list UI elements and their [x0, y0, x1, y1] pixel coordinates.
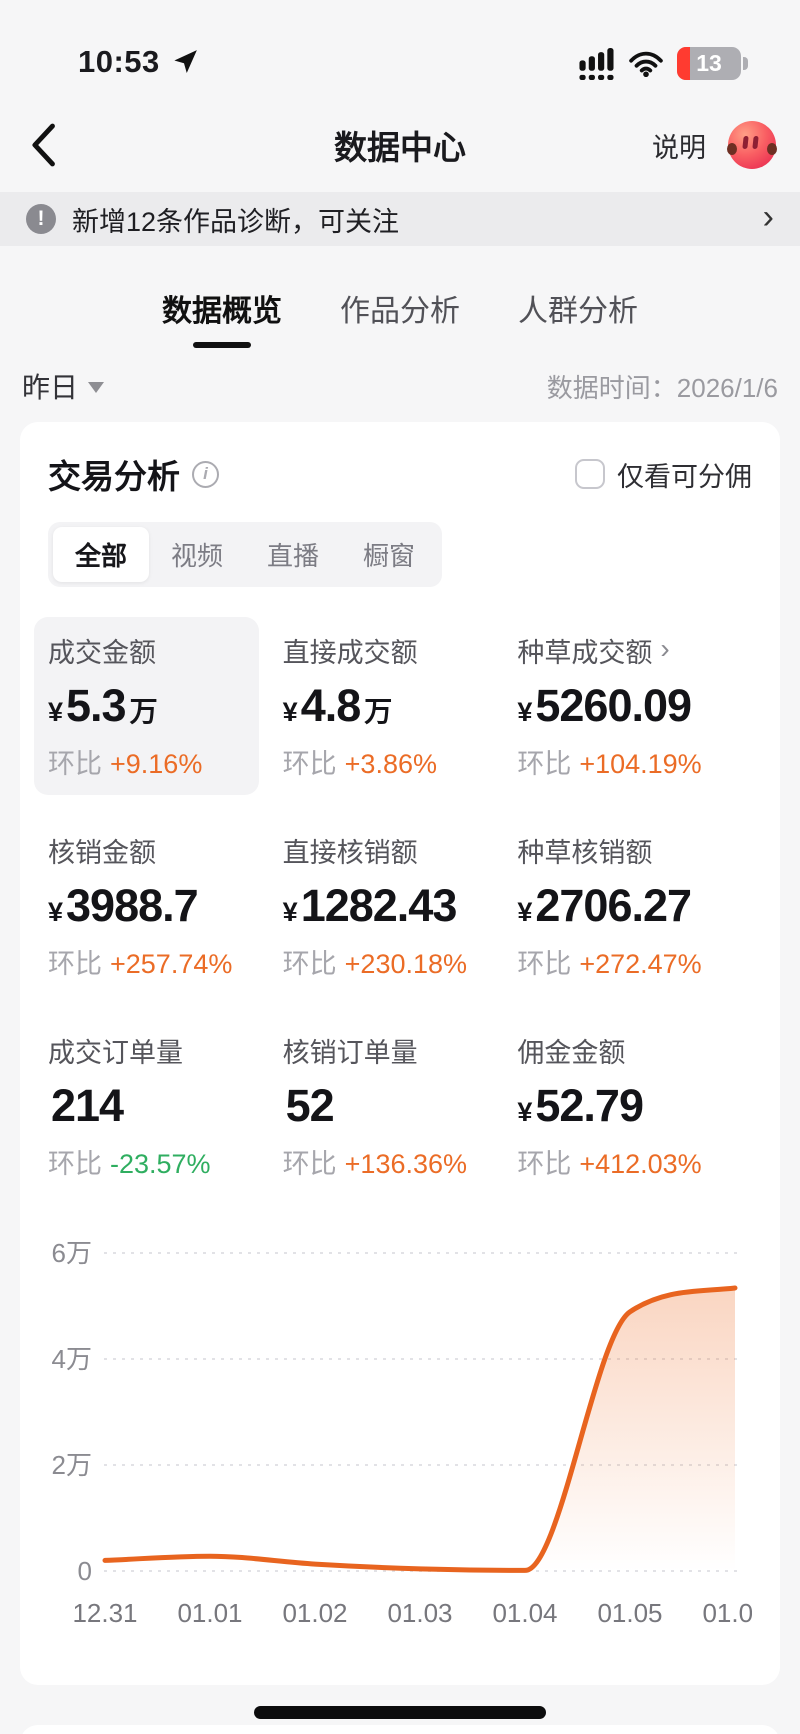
- trend-line-chart: 0 2万 4万 6万 12.31 01.01 01.02 01.03 01.04 01.05 01.…: [52, 1238, 752, 1628]
- metric-redeemed-order-count[interactable]: 核销订单量 52 环比 +136.36%: [282, 1038, 468, 1179]
- tab-data-overview[interactable]: 数据概览: [162, 286, 282, 348]
- date-row: 昨日 数据时间：2026/1/6: [0, 348, 800, 406]
- metric-gmv[interactable]: 成交金额 ¥5.3 万 环比 +9.16%: [34, 617, 259, 795]
- chevron-right-icon: ›: [762, 198, 774, 236]
- battery-nub: [743, 57, 748, 70]
- tab-content-analysis[interactable]: 作品分析: [340, 295, 460, 328]
- main-tabs: 数据概览 作品分析 人群分析: [0, 246, 800, 348]
- help-button[interactable]: 说明: [652, 132, 706, 163]
- location-arrow-icon: [174, 50, 197, 73]
- data-time-label: 数据时间：2026/1/6: [546, 372, 778, 403]
- ratio-value: +230.18%: [344, 949, 468, 979]
- metric-seeding-redeemed[interactable]: 种草核销额 ¥2706.27 环比 +272.47%: [517, 838, 702, 979]
- svg-text:01.05: 01.05: [597, 1598, 662, 1628]
- svg-text:01.02: 01.02: [282, 1598, 347, 1628]
- metrics-grid: 成交金额 ¥5.3 万 环比 +9.16% 直接成交额 ¥4.8 万 环比 +3.86%…: [34, 617, 752, 1181]
- metric-direct-redeemed[interactable]: 直接核销额 ¥1282.43 环比 +230.18%: [282, 838, 468, 979]
- nav-header: 数据中心 说明: [0, 98, 800, 192]
- segment-all[interactable]: 全部: [53, 527, 150, 582]
- svg-text:6万: 6万: [52, 1238, 92, 1268]
- ratio-value: -23.57%: [110, 1149, 211, 1179]
- date-range-dropdown[interactable]: 昨日: [22, 366, 105, 406]
- svg-text:0: 0: [78, 1556, 92, 1586]
- trade-analysis-card: 交易分析 i 仅看可分佣 全部 视频 直播 橱窗 成交金额 ¥5.3 万 环比 +9…: [20, 422, 780, 1685]
- segment-video[interactable]: 视频: [171, 541, 224, 571]
- avatar-face-marks: [742, 136, 749, 149]
- clock: 10:53: [78, 44, 160, 79]
- svg-text:01.06: 01.06: [702, 1598, 752, 1628]
- ratio-value: +257.74%: [110, 949, 233, 979]
- battery-low-fill: [677, 47, 690, 80]
- alert-icon: !: [26, 204, 56, 234]
- svg-text:01.04: 01.04: [492, 1598, 557, 1628]
- ratio-value: +136.36%: [344, 1149, 468, 1179]
- trend-chart: 0 2万 4万 6万 12.31 01.01 01.02 01.03 01.04 01.05 01.…: [48, 1223, 752, 1657]
- ratio-value: +3.86%: [344, 749, 437, 779]
- ratio-value: +9.16%: [110, 749, 203, 779]
- svg-text:4万: 4万: [52, 1344, 92, 1374]
- battery-body: 13: [677, 47, 741, 80]
- caret-down-icon: [88, 382, 105, 393]
- commission-filter-label: 仅看可分佣: [617, 461, 752, 492]
- ratio-value: +412.03%: [579, 1149, 702, 1179]
- back-button[interactable]: [28, 120, 72, 170]
- commission-filter[interactable]: 仅看可分佣: [575, 455, 752, 494]
- back-chevron-icon: [32, 123, 55, 167]
- ratio-value: +104.19%: [579, 749, 702, 779]
- metric-commission[interactable]: 佣金金额 ¥52.79 环比 +412.03%: [517, 1038, 702, 1179]
- avatar[interactable]: [727, 121, 777, 169]
- date-range-label: 昨日: [22, 372, 79, 403]
- traffic-analysis-card: 流量分析 视频 直播 橱窗: [20, 1725, 780, 1734]
- battery-percent: 13: [696, 50, 722, 76]
- cellular-signal-icon: [579, 47, 614, 80]
- trade-segmented-control: 全部 视频 直播 橱窗: [48, 522, 443, 587]
- info-icon[interactable]: i: [192, 460, 219, 488]
- metric-seeding-gmv[interactable]: 种草成交额 › ¥5260.09 环比 +104.19%: [517, 633, 702, 780]
- status-bar: 10:53: [0, 0, 800, 98]
- svg-text:2万: 2万: [52, 1450, 92, 1480]
- battery-indicator: 13: [677, 47, 748, 80]
- svg-text:12.31: 12.31: [72, 1598, 137, 1628]
- tab-audience-analysis[interactable]: 人群分析: [518, 295, 638, 328]
- trade-card-title: 交易分析: [48, 458, 180, 495]
- svg-text:01.03: 01.03: [387, 1598, 452, 1628]
- svg-text:01.01: 01.01: [177, 1598, 242, 1628]
- active-tab-underline: [193, 342, 251, 348]
- ratio-value: +272.47%: [579, 949, 702, 979]
- page-title: 数据中心: [334, 129, 466, 166]
- metric-redeemed-amount[interactable]: 核销金额 ¥3988.7 环比 +257.74%: [48, 838, 233, 979]
- diagnosis-notice-banner[interactable]: ! 新增12条作品诊断，可关注 ›: [0, 192, 800, 246]
- commission-checkbox[interactable]: [575, 459, 605, 489]
- metric-direct-gmv[interactable]: 直接成交额 ¥4.8 万 环比 +3.86%: [282, 638, 437, 779]
- home-indicator[interactable]: [254, 1706, 546, 1719]
- metric-order-count[interactable]: 成交订单量 214 环比 -23.57%: [48, 1038, 211, 1179]
- chevron-right-icon: ›: [660, 633, 670, 664]
- wifi-icon: [629, 51, 663, 77]
- notice-text: 新增12条作品诊断，可关注: [72, 206, 400, 237]
- segment-showcase[interactable]: 橱窗: [363, 541, 416, 571]
- segment-live[interactable]: 直播: [267, 541, 320, 571]
